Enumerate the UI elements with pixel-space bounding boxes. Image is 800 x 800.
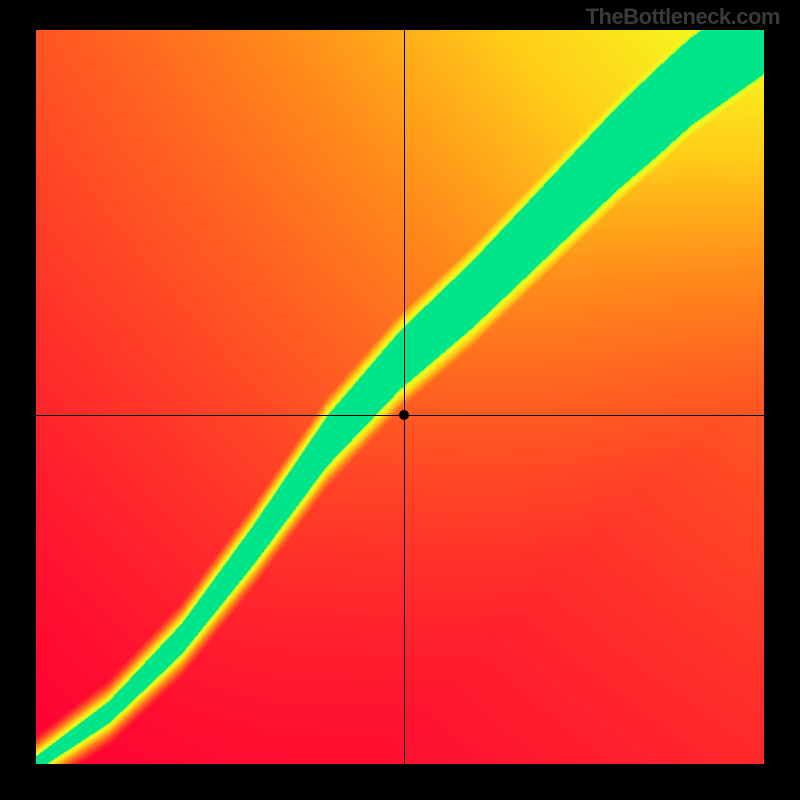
marker-dot (399, 410, 409, 420)
crosshair-vertical (404, 30, 405, 764)
heatmap-canvas (36, 30, 764, 764)
heatmap-plot (36, 30, 764, 764)
watermark-text: TheBottleneck.com (586, 4, 780, 30)
